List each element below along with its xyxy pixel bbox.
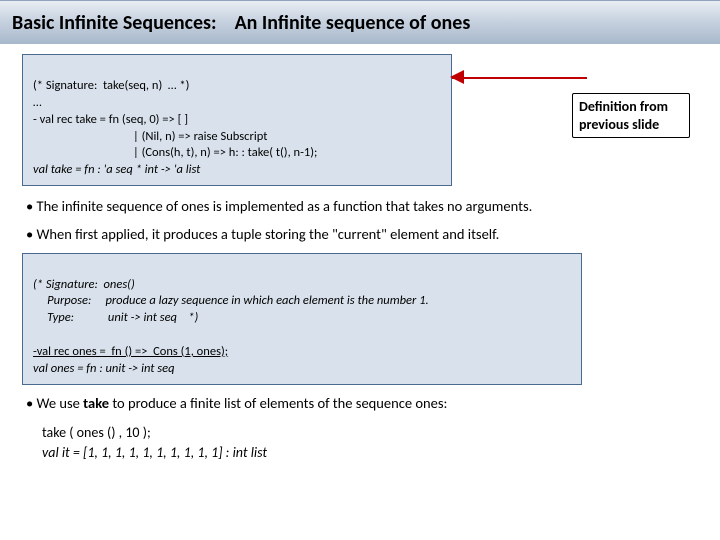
def-line: Definition from bbox=[579, 98, 668, 115]
code-line: | (Cons(h, t), n) => h: : take( t(), n-1… bbox=[33, 145, 441, 162]
arrow-head-icon bbox=[450, 70, 464, 84]
example-call: take ( ones () , 10 ); val it = [1, 1, 1… bbox=[42, 423, 698, 462]
code-line: Type: unit -> int seq *) bbox=[33, 310, 198, 325]
definition-callout: Definition from previous slide bbox=[572, 93, 690, 138]
bullet-2: • When first applied, it produces a tupl… bbox=[26, 224, 694, 244]
content-area: (* Signature: take(seq, n) … *) … - val … bbox=[0, 44, 720, 462]
code-line: | (Nil, n) => raise Subscript bbox=[33, 129, 441, 146]
example-line: val it = [1, 1, 1, 1, 1, 1, 1, 1, 1, 1] … bbox=[42, 444, 267, 461]
bullet3-pre: • We use bbox=[26, 394, 83, 412]
code-line: (* Signature: ones() bbox=[33, 277, 135, 292]
code-line: (* Signature: take(seq, n) … *) bbox=[33, 78, 189, 93]
arrow-line bbox=[452, 77, 587, 79]
code-line: - val rec take = fn (seq, 0) => [ ] bbox=[33, 112, 188, 127]
codebox-take: (* Signature: take(seq, n) … *) … - val … bbox=[22, 54, 452, 186]
title-bar: Basic Infinite Sequences: An Infinite se… bbox=[0, 0, 720, 44]
bullet3-post: to produce a finite list of elements of … bbox=[109, 394, 447, 412]
code-line: -val rec ones = fn () => Cons (1, ones); bbox=[33, 344, 228, 359]
bullet3-keyword: take bbox=[83, 394, 109, 412]
code-line: val ones = fn : unit -> int seq bbox=[33, 361, 175, 376]
row-code-and-callout: (* Signature: take(seq, n) … *) … - val … bbox=[22, 54, 698, 186]
arrow-callout-wrap: Definition from previous slide bbox=[452, 65, 698, 175]
example-line: take ( ones () , 10 ); bbox=[42, 424, 151, 441]
codebox-ones: (* Signature: ones() Purpose: produce a … bbox=[22, 253, 582, 385]
code-line: val take = fn : 'a seq * int -> 'a list bbox=[33, 162, 200, 177]
title-sub: An Infinite sequence of ones bbox=[235, 11, 471, 35]
code-line: … bbox=[33, 95, 42, 110]
code-line: Purpose: produce a lazy sequence in whic… bbox=[33, 293, 429, 308]
bullet-3: • We use take to produce a finite list o… bbox=[26, 393, 694, 413]
title-main: Basic Infinite Sequences: bbox=[12, 11, 217, 35]
bullet-1: • The infinite sequence of ones is imple… bbox=[26, 196, 694, 216]
def-line: previous slide bbox=[579, 116, 659, 133]
